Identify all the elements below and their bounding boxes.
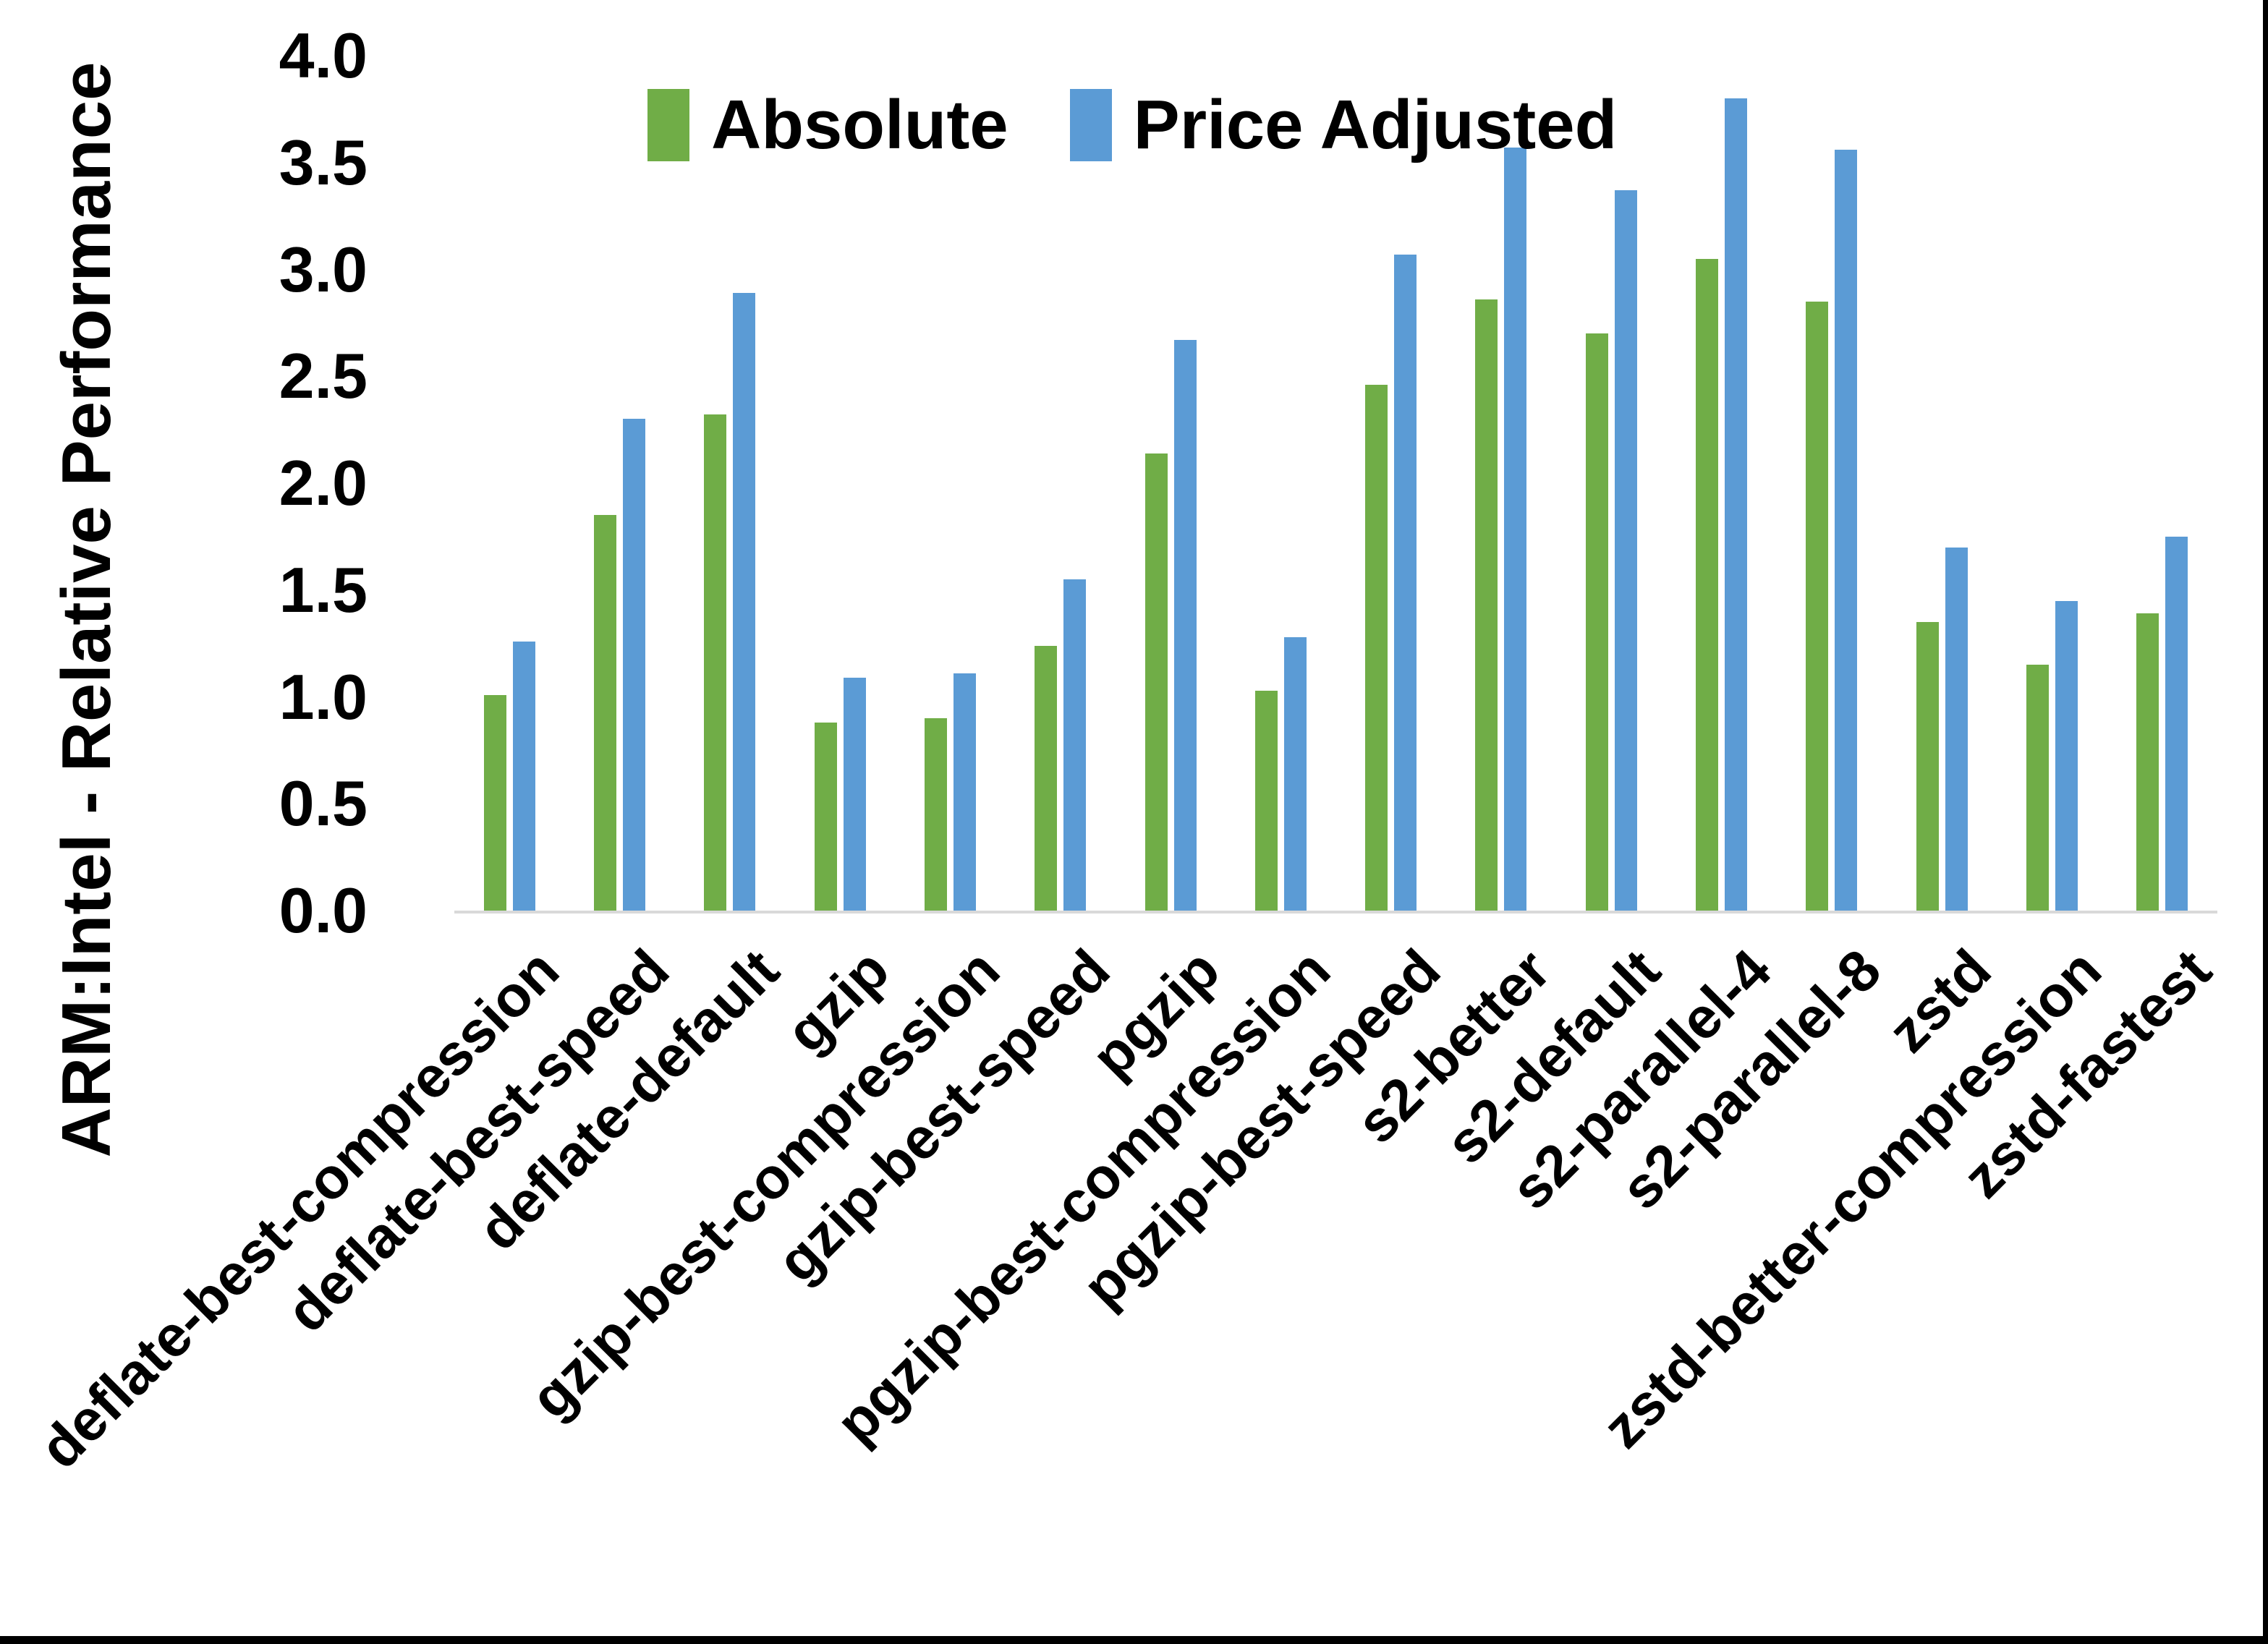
bar-price-adjusted-s2-better: [1504, 148, 1526, 911]
bar-price-adjusted-gzip-best-speed: [1063, 579, 1086, 911]
bar-price-adjusted-pgzip: [1174, 340, 1197, 911]
y-tick-label: 1.5: [279, 553, 368, 626]
legend-swatch-price-adjusted: [1069, 89, 1112, 161]
bar-absolute-gzip: [815, 723, 837, 911]
y-tick-label: 3.0: [279, 233, 368, 305]
legend-swatch-absolute: [647, 89, 689, 161]
bar-absolute-gzip-best-speed: [1035, 646, 1057, 911]
bar-absolute-pgzip: [1145, 453, 1168, 911]
y-tick-label: 3.5: [279, 126, 368, 198]
bar-price-adjusted-s2-parallel-4: [1725, 98, 1747, 911]
y-tick-label: 2.0: [279, 447, 368, 519]
bar-absolute-deflate-best-speed: [594, 515, 616, 911]
bar-absolute-zstd-fastest: [2136, 613, 2159, 911]
bar-price-adjusted-deflate-best-compression: [513, 642, 535, 911]
bar-absolute-deflate-best-compression: [484, 695, 506, 911]
y-tick-label: 4.0: [279, 20, 368, 91]
bar-absolute-zstd-better-compression: [2026, 665, 2049, 911]
bar-absolute-pgzip-best-compression: [1255, 691, 1278, 911]
bar-absolute-deflate-default: [704, 414, 726, 911]
bar-absolute-s2-better: [1475, 299, 1498, 911]
bar-price-adjusted-zstd-fastest: [2165, 537, 2188, 911]
bar-absolute-s2-default: [1586, 333, 1608, 911]
bar-price-adjusted-s2-parallel-8: [1835, 150, 1857, 911]
bar-price-adjusted-gzip: [844, 678, 866, 911]
bar-absolute-zstd: [1916, 622, 1939, 911]
bar-price-adjusted-zstd-better-compression: [2055, 601, 2078, 911]
legend-label-price-adjusted: Price Adjusted: [1133, 86, 1618, 163]
bar-price-adjusted-gzip-best-compression: [954, 673, 976, 911]
bar-absolute-pgzip-best-speed: [1365, 385, 1388, 911]
y-tick-label: 2.5: [279, 340, 368, 412]
y-tick-label: 1.0: [279, 660, 368, 733]
bar-absolute-s2-parallel-4: [1696, 259, 1718, 911]
legend-label-absolute: Absolute: [711, 86, 1008, 163]
x-axis-line: [454, 911, 2217, 913]
y-tick-label: 0.0: [279, 874, 368, 946]
bar-absolute-s2-parallel-8: [1806, 302, 1828, 911]
bar-price-adjusted-deflate-default: [733, 293, 755, 911]
y-tick-label: 0.5: [279, 767, 368, 840]
bar-price-adjusted-pgzip-best-speed: [1394, 255, 1417, 911]
bar-price-adjusted-zstd: [1945, 548, 1968, 911]
legend: Absolute Price Adjusted: [647, 78, 1617, 172]
bar-price-adjusted-s2-default: [1615, 190, 1637, 911]
bar-absolute-gzip-best-compression: [925, 718, 947, 911]
bar-price-adjusted-pgzip-best-compression: [1284, 637, 1307, 911]
bar-price-adjusted-deflate-best-speed: [623, 419, 645, 911]
